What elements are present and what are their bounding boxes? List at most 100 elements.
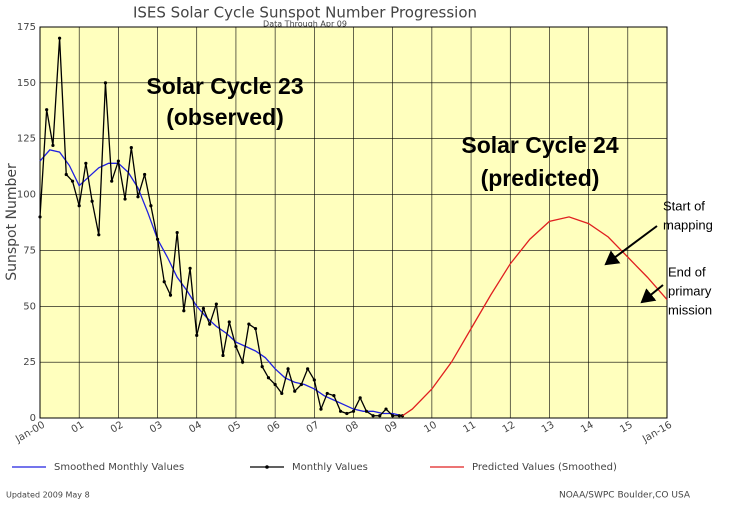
data-point bbox=[384, 407, 388, 411]
x-tick-label: 06 bbox=[266, 420, 283, 436]
data-point bbox=[260, 365, 264, 369]
data-point bbox=[77, 204, 81, 208]
data-point bbox=[234, 344, 238, 349]
footer-left: Updated 2009 May 8 bbox=[6, 491, 90, 500]
data-point bbox=[110, 179, 114, 183]
data-point bbox=[97, 233, 101, 237]
data-point bbox=[306, 367, 310, 371]
x-tick-label: 12 bbox=[501, 420, 518, 436]
data-point bbox=[227, 320, 231, 324]
data-point bbox=[208, 322, 212, 326]
annotation: Solar Cycle 23 bbox=[146, 73, 303, 99]
x-tick-label: 03 bbox=[148, 420, 165, 436]
data-point bbox=[273, 382, 277, 387]
data-point bbox=[266, 376, 271, 380]
data-point bbox=[351, 409, 356, 413]
data-point bbox=[221, 353, 225, 358]
x-tick-label: 08 bbox=[344, 420, 361, 436]
data-point bbox=[155, 237, 160, 241]
x-tick-label: 09 bbox=[383, 420, 400, 436]
data-point bbox=[175, 230, 179, 235]
data-point bbox=[253, 327, 258, 331]
legend-label: Predicted Values (Smoothed) bbox=[472, 462, 617, 473]
data-point bbox=[358, 396, 362, 400]
data-point bbox=[378, 414, 382, 418]
data-point bbox=[280, 391, 284, 396]
data-point bbox=[143, 172, 147, 177]
annotation: Solar Cycle 24 bbox=[461, 132, 618, 158]
data-point bbox=[338, 409, 343, 413]
series-line bbox=[39, 149, 403, 417]
data-point bbox=[371, 414, 375, 418]
annotation: mapping bbox=[663, 217, 713, 232]
x-tick-label: 14 bbox=[579, 420, 596, 436]
annotation-arrow bbox=[640, 284, 664, 304]
legend-label: Monthly Values bbox=[292, 462, 368, 473]
y-tick-label: 0 bbox=[30, 413, 36, 424]
data-point bbox=[364, 409, 369, 413]
data-point bbox=[70, 179, 75, 183]
x-tick-label: Jan-16 bbox=[640, 420, 674, 446]
data-point bbox=[162, 280, 166, 284]
data-point bbox=[57, 36, 62, 40]
x-tick-label: 10 bbox=[422, 420, 439, 436]
y-tick-label: 75 bbox=[23, 245, 36, 256]
x-tick-label: 15 bbox=[618, 420, 635, 436]
data-point bbox=[319, 407, 323, 411]
data-point bbox=[325, 391, 329, 396]
series-line bbox=[402, 216, 668, 417]
data-point bbox=[240, 360, 245, 364]
x-tick-label: 04 bbox=[187, 420, 204, 436]
x-tick-label: 05 bbox=[226, 420, 243, 436]
x-tick-label: 13 bbox=[540, 420, 557, 436]
annotation: End of bbox=[668, 264, 706, 279]
legend-marker bbox=[265, 465, 269, 469]
legend-label: Smoothed Monthly Values bbox=[54, 462, 184, 473]
data-point bbox=[293, 389, 297, 393]
data-point bbox=[123, 197, 127, 201]
data-point bbox=[116, 159, 120, 163]
data-point bbox=[38, 215, 42, 219]
y-axis-label: Sunspot Number bbox=[4, 163, 20, 281]
data-point bbox=[188, 266, 192, 270]
y-tick-label: 125 bbox=[17, 134, 36, 145]
x-tick-label: 02 bbox=[109, 420, 126, 436]
x-tick-label: 01 bbox=[70, 420, 87, 436]
data-point bbox=[247, 322, 251, 326]
data-point bbox=[201, 306, 206, 311]
annotation: mission bbox=[668, 302, 712, 317]
y-tick-label: 100 bbox=[17, 190, 36, 201]
annotation: primary bbox=[668, 283, 712, 298]
annotation: Start of bbox=[663, 198, 705, 213]
chart-subtitle: Data Through Apr 09 bbox=[263, 20, 347, 29]
data-point bbox=[90, 199, 94, 203]
x-tick-label: 07 bbox=[305, 420, 322, 436]
data-point bbox=[286, 367, 290, 371]
data-point bbox=[84, 161, 88, 165]
data-point bbox=[214, 302, 218, 306]
y-tick-label: 175 bbox=[17, 22, 36, 33]
annotation-arrow bbox=[604, 225, 658, 266]
data-point bbox=[136, 195, 140, 199]
y-tick-label: 150 bbox=[17, 78, 36, 89]
data-point bbox=[299, 382, 303, 387]
data-point bbox=[64, 172, 68, 177]
data-point bbox=[168, 293, 173, 297]
data-point bbox=[195, 333, 199, 337]
annotation: (predicted) bbox=[481, 165, 600, 191]
data-point bbox=[312, 378, 316, 382]
x-tick-label: 11 bbox=[462, 420, 479, 436]
data-point bbox=[51, 143, 55, 148]
data-point bbox=[45, 108, 49, 112]
data-point bbox=[345, 411, 349, 416]
data-point bbox=[397, 414, 401, 418]
data-point bbox=[182, 309, 186, 313]
data-point bbox=[391, 414, 395, 418]
data-point bbox=[332, 394, 336, 398]
annotation: (observed) bbox=[166, 104, 284, 130]
y-tick-label: 50 bbox=[23, 301, 36, 312]
y-tick-label: 25 bbox=[23, 357, 36, 368]
chart-title: ISES Solar Cycle Sunspot Number Progress… bbox=[133, 4, 477, 22]
data-point bbox=[149, 204, 153, 208]
